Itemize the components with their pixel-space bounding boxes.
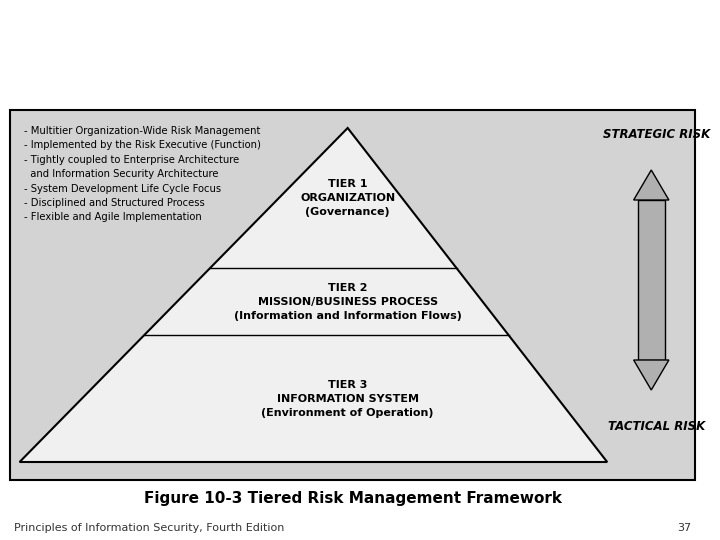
Text: TIER 3
INFORMATION SYSTEM
(Environment of Operation): TIER 3 INFORMATION SYSTEM (Environment o… [261,380,434,417]
Text: Figure 10-3 Tiered Risk Management Framework: Figure 10-3 Tiered Risk Management Frame… [143,490,562,505]
Text: TACTICAL RISK: TACTICAL RISK [608,420,705,433]
Polygon shape [634,360,669,390]
Text: STRATEGIC RISK: STRATEGIC RISK [603,128,710,141]
Bar [10,110,696,480]
Polygon shape [19,128,607,462]
Text: 37: 37 [678,523,691,533]
Text: TIER 1
ORGANIZATION
(Governance): TIER 1 ORGANIZATION (Governance) [300,179,395,217]
Text: TIER 2
MISSION/BUSINESS PROCESS
(Information and Information Flows): TIER 2 MISSION/BUSINESS PROCESS (Informa… [234,282,462,321]
Polygon shape [634,170,669,200]
Bar [637,200,665,360]
Text: - Multitier Organization-Wide Risk Management
- Implemented by the Risk Executiv: - Multitier Organization-Wide Risk Manag… [24,126,261,222]
Text: Principles of Information Security, Fourth Edition: Principles of Information Security, Four… [14,523,284,533]
